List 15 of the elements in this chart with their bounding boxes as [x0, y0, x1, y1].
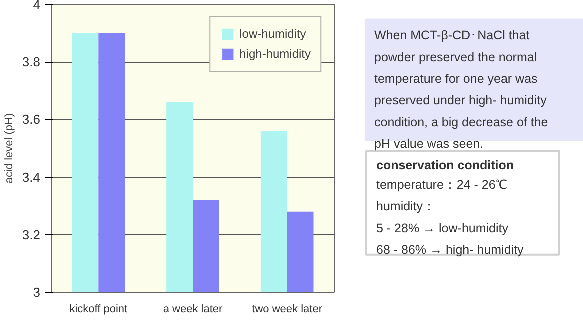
legend-label: high-humidity — [240, 47, 311, 61]
x-tick-label: two week later — [252, 304, 323, 316]
y-tick-label: 3.8 — [22, 54, 41, 70]
y-tick-label: 3.6 — [22, 112, 41, 128]
text: conservation condition — [376, 158, 514, 172]
text: When MCT-β-CD･NaCl that powder preserved the normal temperature for one year was preserved under high- humidity condition, a big decrease of the pH value was seen. — [374, 28, 548, 152]
text: temperature：24 - 26℃ humidity： 5 - 28% → low-humidity 68 - 86% → high- humidity — [376, 178, 525, 258]
x-tick-label: kickoff point — [70, 304, 128, 316]
y-tick-label: 3.4 — [22, 170, 41, 185]
y-tick-label: 3 — [33, 285, 41, 300]
x-tick-label: a week later — [163, 304, 223, 316]
y-tick-label: 4 — [33, 0, 41, 12]
legend-label: low-humidity — [240, 27, 306, 41]
y-axis-title: acid level (pH) — [3, 113, 16, 184]
y-tick-label: 3.2 — [22, 227, 41, 242]
